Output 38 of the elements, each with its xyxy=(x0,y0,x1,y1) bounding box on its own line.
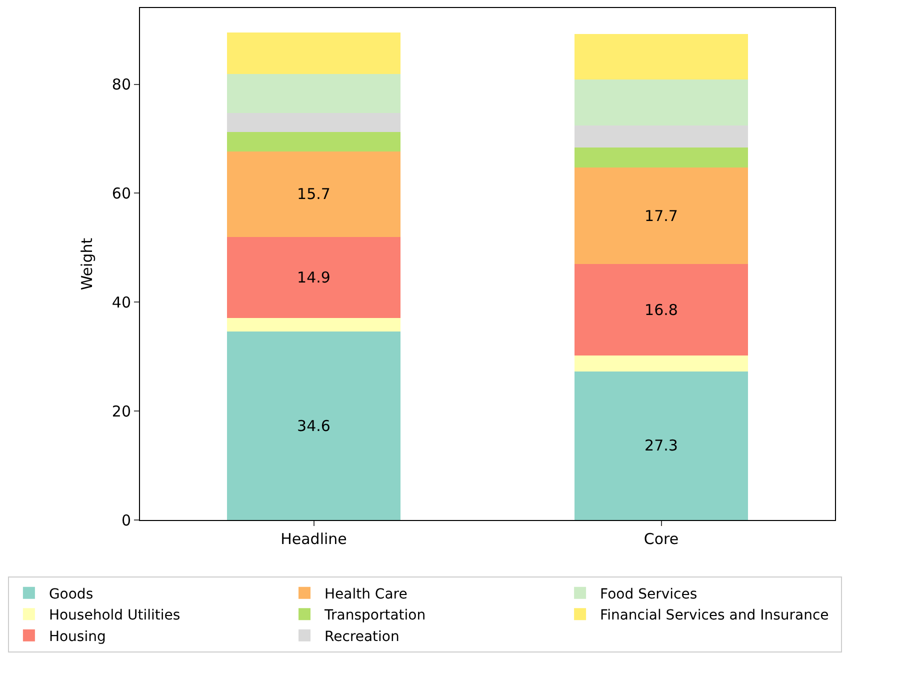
legend-label: Housing xyxy=(48,628,106,645)
data-label: 14.9 xyxy=(297,268,330,286)
bar xyxy=(226,32,401,74)
bar xyxy=(574,264,748,356)
bar xyxy=(574,371,748,520)
bar xyxy=(226,236,401,318)
legend-label: Food Services xyxy=(600,586,698,602)
data-label: 17.7 xyxy=(644,206,678,225)
y-tick-label: 80 xyxy=(112,76,131,94)
x-tick-label: Headline xyxy=(280,530,347,548)
y-tick-label: 40 xyxy=(112,293,131,312)
data-label: 16.8 xyxy=(644,300,678,319)
bar xyxy=(574,147,748,168)
bar xyxy=(226,151,401,237)
legend-label: Financial Services and Insurance xyxy=(600,608,829,624)
bar xyxy=(574,34,748,80)
bar xyxy=(226,74,401,114)
legend-label: Health Care xyxy=(324,586,408,602)
bar xyxy=(574,79,748,126)
y-tick-label: 20 xyxy=(112,402,131,420)
legend-label: Transportation xyxy=(324,608,426,624)
y-axis-title: Weight xyxy=(78,238,96,290)
legend-label: Goods xyxy=(48,586,94,602)
bar xyxy=(226,318,401,332)
data-label: 15.7 xyxy=(297,185,330,204)
bar xyxy=(226,332,401,520)
bar xyxy=(574,126,748,148)
bar xyxy=(574,356,748,372)
bar xyxy=(574,168,748,264)
bar xyxy=(226,132,401,152)
x-tick-label: Core xyxy=(644,530,679,548)
legend-label: Household Utilities xyxy=(48,608,180,624)
legend-label: Recreation xyxy=(324,628,400,645)
y-tick-label: 60 xyxy=(112,184,131,202)
data-label: 27.3 xyxy=(644,436,678,455)
y-tick-label: 0 xyxy=(121,511,131,530)
data-label: 34.6 xyxy=(297,416,330,435)
bar xyxy=(226,113,401,132)
